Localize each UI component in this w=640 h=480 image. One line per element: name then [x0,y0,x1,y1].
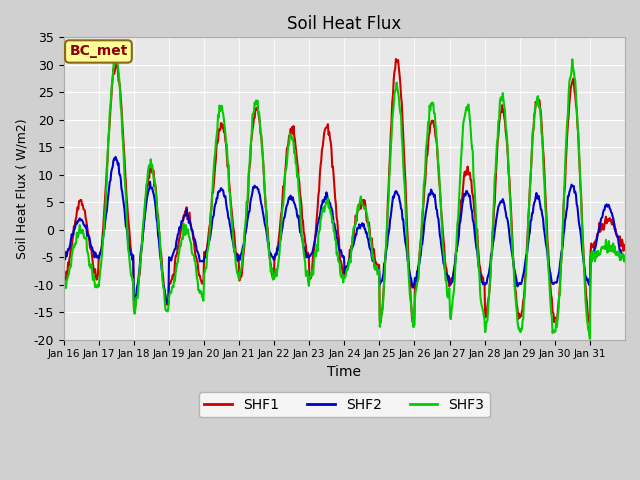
SHF1 [60,272,67,277]
SHF3 [586,336,594,342]
SHF1 [435,178,443,184]
SHF2 [435,223,443,229]
SHF2 [280,218,287,224]
Y-axis label: Soil Heat Flux ( W/m2): Soil Heat Flux ( W/m2) [15,118,28,259]
Title: Soil Heat Flux: Soil Heat Flux [287,15,401,33]
SHF3 [621,254,629,260]
SHF2 [127,249,134,254]
SHF3 [278,205,286,211]
SHF1 [403,220,411,226]
SHF2 [404,258,412,264]
SHF1 [410,322,418,328]
SHF3 [435,163,442,169]
Line: SHF1: SHF1 [63,59,625,325]
SHF2 [258,204,266,209]
SHF3 [403,235,411,241]
SHF3 [230,241,237,247]
Text: BC_met: BC_met [69,45,127,59]
Line: SHF3: SHF3 [63,56,625,339]
SHF1 [229,219,237,225]
SHF2 [164,301,172,307]
Line: SHF2: SHF2 [63,157,625,304]
SHF3 [112,53,120,59]
X-axis label: Time: Time [327,365,362,379]
SHF1 [621,243,629,249]
SHF1 [257,130,264,136]
SHF2 [112,154,120,160]
SHF2 [60,255,67,261]
SHF1 [392,56,400,62]
SHF2 [230,247,238,253]
SHF3 [127,265,134,271]
SHF3 [257,132,265,137]
SHF1 [278,208,285,214]
SHF1 [125,230,133,236]
Legend: SHF1, SHF2, SHF3: SHF1, SHF2, SHF3 [199,392,490,418]
SHF3 [60,276,67,282]
SHF2 [621,257,629,263]
